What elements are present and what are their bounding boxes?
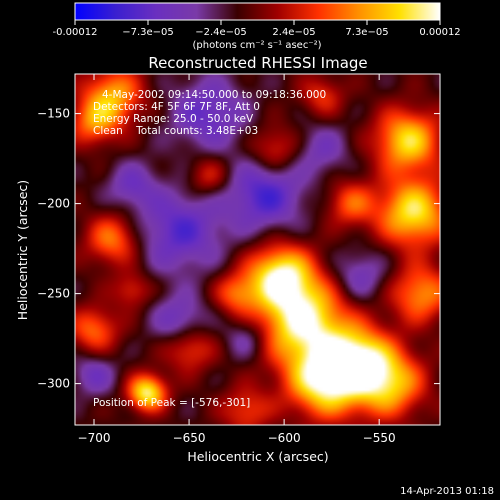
- colorbar-tick-label: -0.00012: [53, 27, 98, 38]
- peak-position-label: Position of Peak = [-576,-301]: [93, 397, 250, 409]
- annotation-time-range: 4-May-2002 09:14:50.000 to 09:18:36.000: [102, 89, 326, 101]
- annotation-clean-counts: Clean Total counts: 3.48E+03: [93, 125, 258, 137]
- colorbar-tick-label: 0.00012: [419, 27, 460, 38]
- annotation-detectors: Detectors: 4F 5F 6F 7F 8F, Att 0: [93, 101, 260, 113]
- y-axis-title: Heliocentric Y (arcsec): [15, 180, 30, 320]
- colorbar-tick-label: 7.3e−05: [345, 27, 388, 38]
- x-tick-label: −650: [173, 431, 206, 445]
- x-axis-title: Heliocentric X (arcsec): [187, 449, 328, 464]
- footer-timestamp: 14-Apr-2013 01:18: [400, 486, 494, 497]
- y-tick-label: −200: [37, 197, 70, 211]
- x-tick-label: −600: [268, 431, 301, 445]
- plot-frame: [74, 73, 441, 426]
- x-tick-label: −550: [363, 431, 396, 445]
- annotation-block: 4-May-2002 09:14:50.000 to 09:18:36.000 …: [93, 89, 326, 137]
- x-tick-label: −700: [78, 431, 111, 445]
- colorbar: -0.00012 −7.3e−05 −2.4e−05 2.4e−05 7.3e−05 0.…: [53, 2, 461, 51]
- y-tick-label: −250: [37, 287, 70, 301]
- colorbar-tick-label: 2.4e−05: [272, 27, 315, 38]
- heatmap-image: [75, 74, 440, 425]
- colorbar-gradient: [74, 2, 441, 21]
- y-tick-label: −150: [37, 107, 70, 121]
- annotation-energy-range: Energy Range: 25.0 - 50.0 keV: [93, 113, 254, 125]
- chart-title: Reconstructed RHESSI Image: [148, 54, 367, 72]
- colorbar-tick-label: −7.3e−05: [122, 27, 174, 38]
- x-axis: −700 −650 −600 −550: [78, 74, 396, 445]
- colorbar-unit-label: (photons cm⁻² s⁻¹ asec⁻²): [192, 40, 321, 51]
- colorbar-tick-label: −2.4e−05: [195, 27, 247, 38]
- y-tick-label: −300: [37, 377, 70, 391]
- colorbar-ticks: -0.00012 −7.3e−05 −2.4e−05 2.4e−05 7.3e−05 0.…: [53, 20, 461, 38]
- y-axis: −150 −200 −250 −300: [37, 107, 440, 391]
